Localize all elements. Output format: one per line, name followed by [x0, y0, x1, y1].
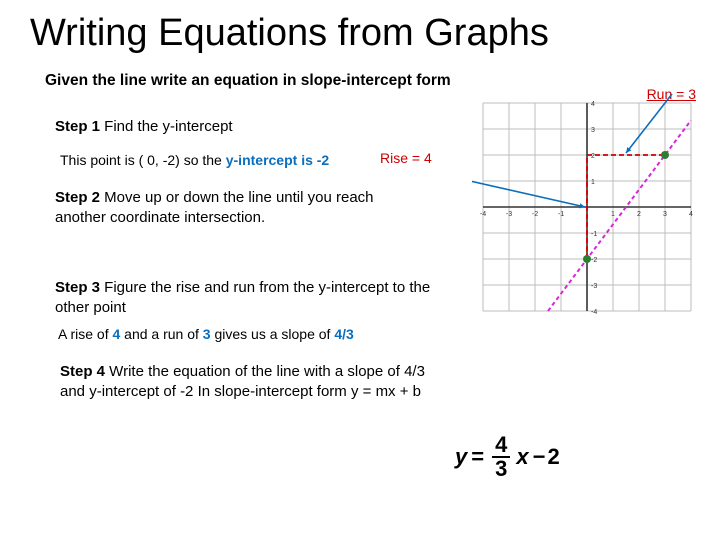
step2-label: Step 2 — [55, 189, 100, 206]
step1-sub-b: y-intercept is -2 — [226, 152, 329, 168]
sum-c: and a run of — [120, 326, 203, 342]
eq-y: y — [455, 444, 467, 470]
svg-text:4: 4 — [591, 101, 595, 108]
step4: Step 4 Write the equation of the line wi… — [60, 362, 440, 403]
sum-d: 3 — [203, 326, 211, 342]
svg-text:3: 3 — [663, 211, 667, 218]
svg-text:-2: -2 — [591, 257, 597, 264]
step4-label: Step 4 — [60, 363, 105, 380]
step1: Step 1 Find the y-intercept — [55, 118, 425, 135]
step3-text: Figure the rise and run from the y-inter… — [55, 279, 430, 316]
page-title: Writing Equations from Graphs — [30, 12, 549, 55]
svg-text:-1: -1 — [591, 231, 597, 238]
svg-text:1: 1 — [591, 179, 595, 186]
graph: Run = 3 Rise = 4 -4-3-2-112344321-1-2-3-… — [472, 92, 702, 322]
slope-summary: A rise of 4 and a run of 3 gives us a sl… — [58, 326, 518, 342]
sum-h: 3 — [346, 326, 354, 342]
sum-f: 4 — [334, 326, 342, 342]
svg-text:-3: -3 — [591, 283, 597, 290]
svg-text:2: 2 — [591, 153, 595, 160]
step1-label: Step 1 — [55, 118, 100, 135]
svg-text:-1: -1 — [558, 211, 564, 218]
eq-equals: = — [471, 444, 484, 470]
step3: Step 3 Figure the rise and run from the … — [55, 278, 435, 319]
eq-const: 2 — [547, 444, 559, 470]
svg-text:2: 2 — [637, 211, 641, 218]
svg-text:-4: -4 — [480, 211, 486, 218]
step1-text: Find the y-intercept — [100, 118, 233, 135]
eq-fraction: 4 3 — [492, 434, 510, 480]
eq-minus: − — [533, 444, 546, 470]
rise-label: Rise = 4 — [380, 150, 432, 166]
sum-a: A rise of — [58, 326, 112, 342]
equation: y = 4 3 x − 2 — [455, 434, 560, 480]
svg-text:1: 1 — [611, 211, 615, 218]
svg-text:3: 3 — [591, 127, 595, 134]
step4-text: Write the equation of the line with a sl… — [60, 363, 425, 400]
svg-text:4: 4 — [689, 211, 693, 218]
eq-num: 4 — [492, 434, 510, 458]
svg-text:-3: -3 — [506, 211, 512, 218]
step3-label: Step 3 — [55, 279, 100, 296]
svg-text:-4: -4 — [591, 309, 597, 316]
eq-den: 3 — [492, 458, 510, 480]
graph-svg: -4 -3 -2 -1 1 2 3 4 4 3 2 1 -1 -2 -3 -4 — [472, 92, 702, 322]
subtitle: Given the line write an equation in slop… — [45, 72, 451, 90]
eq-x: x — [516, 444, 528, 470]
step2: Step 2 Move up or down the line until yo… — [55, 188, 425, 229]
step1-sub-a: This point is ( 0, -2) so the — [60, 152, 226, 168]
step2-text: Move up or down the line until you reach… — [55, 189, 374, 226]
sum-e: gives us a slope of — [211, 326, 335, 342]
svg-text:-2: -2 — [532, 211, 538, 218]
